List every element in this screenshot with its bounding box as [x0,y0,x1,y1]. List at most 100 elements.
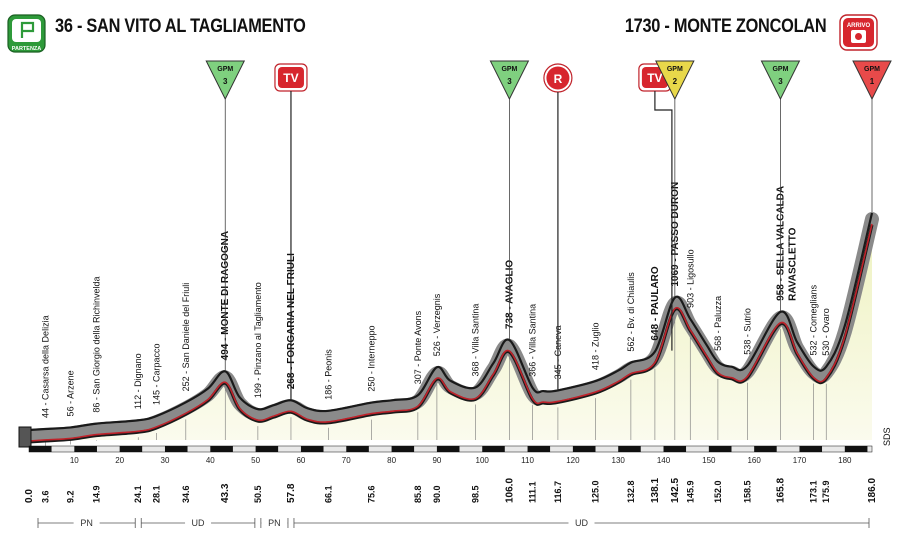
km-label: 173.1 [809,480,819,503]
start-badge-label: PARTENZA [12,46,42,52]
x-tick-label: 40 [206,456,215,465]
refreshment-marker: R [543,63,573,390]
km-label: 111.1 [528,481,538,503]
km-label: 90.0 [432,485,442,503]
waypoint-label: 86 - San Giorgio della Richinvelda [92,277,102,413]
waypoint-label: 562 - Bv. di Chiaulis [626,272,636,352]
gpm-label: GPM [667,66,683,73]
km-axis-segment [822,446,845,452]
km-label: 142.5 [670,478,681,503]
gpm-label: GPM [772,66,788,73]
road-top-edge [28,212,874,432]
waypoint-label: 648 - PAULARO [650,266,661,340]
km-axis-segment [232,446,256,452]
waypoint-label: 44 - Casarsa della Delizia [40,315,50,418]
km-label: 3.6 [40,490,50,503]
km-label: 145.9 [685,480,695,503]
km-axis-segment [255,446,279,452]
km-axis-segment [482,446,505,452]
waypoint-label: 112 - Dignano [133,353,143,409]
km-label: 34.6 [181,485,191,503]
km-axis-segment [96,446,120,452]
km-axis-segment [731,446,755,452]
gpm-triangle [205,60,246,101]
tv-inner [277,67,304,88]
km-axis-segment [278,446,301,452]
x-tick-label: 30 [161,456,170,465]
km-label: 116.7 [553,481,563,503]
km-axis-segment [51,446,75,452]
profile-area-fill [29,224,872,441]
gpm-marker-cat-2: GPM 2 [655,60,695,297]
km-axis-segment [708,446,732,452]
gpm-marker-cat-3: GPM 3 [760,60,801,311]
km-axis-segment [368,446,392,452]
km-label: 43.3 [220,483,231,503]
x-tick-label: 20 [115,456,124,465]
km-axis-segment [686,446,709,452]
x-tick-label: 80 [387,456,396,465]
waypoint-label: 368 - Villa Santina [470,304,480,377]
waypoint-label: 307 - Ponte Avons [413,310,423,384]
km-axis-segment [572,446,596,452]
km-axis-segment [663,446,687,452]
km-axis-segment [844,446,868,452]
waypoint-label: 738 - AVAGLIO [504,260,515,329]
km-label: 138.1 [650,478,661,503]
waypoint-label: 526 - Verzegnis [432,293,442,356]
waypoint-label: 1069 - PASSO DURON [670,182,681,287]
km-label: 85.8 [413,485,423,503]
start-title: 36 - SAN VITO AL TAGLIAMENTO [55,16,306,37]
road-band [22,212,879,443]
km-label: 152.0 [713,480,723,503]
tv-label: TV [647,71,662,85]
gpm-label: GPM [501,66,517,73]
region-label: PN [268,518,281,528]
start-block [18,426,32,448]
km-axis-segment [391,446,415,452]
waypoint-label: 186 - Peonis [324,349,334,400]
gpm-triangle [655,60,695,101]
finish-badge-label: ARRIVO [847,23,871,29]
gpm-triangle [852,60,892,101]
km-label: 28.1 [151,485,161,503]
tv-guide-line [654,91,673,351]
waypoint-label: 538 - Sutrio [742,308,752,355]
gpm-category: 1 [870,77,875,86]
waypoint-label: 145 - Carpacco [151,343,161,405]
region-ud: UD [140,518,256,528]
road-red-line [28,223,873,442]
x-tick-label: 10 [70,456,79,465]
waypoint-label: 530 - Ovaro [821,308,831,356]
refreshment-label: R [554,72,563,86]
region-label: UD [192,518,205,528]
km-label: 98.5 [470,485,480,503]
km-axis-segment [187,446,211,452]
km-label: 158.5 [742,480,752,503]
waypoint-label: 199 - Pinzano al Tagliamento [253,282,263,398]
gpm-marker-cat-3: GPM 3 [205,60,246,371]
km-axis-segment [504,446,528,452]
waypoint-label: 903 - Ligosullo [685,249,695,308]
finish-badge: ARRIVO [839,14,878,51]
gpm-category: 2 [673,77,678,86]
waypoint-label-second-line: RAVASCLETTO [787,227,798,301]
km-axis-segment [776,446,800,452]
gpm-label: GPM [864,66,880,73]
flag-icon [20,21,35,38]
km-axis-segment [754,446,777,452]
km-label: 50.5 [253,485,263,503]
gpm-category: 3 [507,77,512,86]
km-axis-segment [414,446,437,452]
x-tick-label: 100 [476,456,490,465]
km-axis-segment [640,446,664,452]
km-axis-segment [29,446,52,452]
km-axis-segment [799,446,823,452]
km-axis-bar [28,445,873,453]
gpm-marker-cat-1: GPM 1 [852,60,892,212]
km-axis-segment [618,446,641,452]
x-tick-label: 70 [342,456,351,465]
x-tick-label: 60 [296,456,305,465]
km-axis-segment [164,446,188,452]
